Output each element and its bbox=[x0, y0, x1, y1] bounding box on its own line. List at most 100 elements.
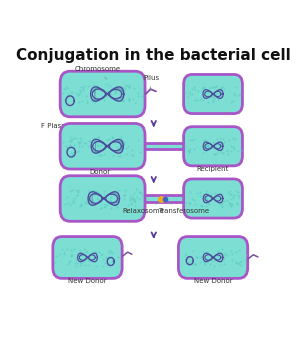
Point bbox=[189, 196, 194, 201]
Point bbox=[110, 152, 115, 157]
Point bbox=[76, 140, 81, 145]
Point bbox=[196, 88, 200, 94]
Point bbox=[81, 87, 86, 93]
Point bbox=[233, 259, 238, 264]
Point bbox=[68, 142, 73, 148]
Point bbox=[87, 258, 92, 263]
Point bbox=[120, 85, 125, 90]
Point bbox=[104, 92, 109, 97]
Point bbox=[53, 253, 58, 259]
Point bbox=[202, 257, 207, 263]
Point bbox=[132, 199, 136, 204]
Point bbox=[76, 189, 80, 194]
Point bbox=[117, 148, 122, 153]
Point bbox=[77, 256, 82, 261]
Point bbox=[62, 97, 67, 102]
Point bbox=[113, 88, 118, 93]
Point bbox=[71, 135, 76, 141]
Point bbox=[77, 143, 82, 149]
Point bbox=[213, 252, 218, 258]
Point bbox=[243, 252, 248, 258]
Point bbox=[210, 97, 215, 103]
Point bbox=[75, 260, 80, 266]
Point bbox=[61, 90, 66, 96]
Point bbox=[218, 139, 223, 144]
Point bbox=[70, 90, 75, 95]
Point bbox=[76, 91, 81, 96]
Point bbox=[215, 248, 220, 254]
Point bbox=[203, 193, 208, 198]
Point bbox=[206, 144, 210, 150]
Point bbox=[218, 192, 223, 198]
Point bbox=[120, 145, 125, 150]
Point bbox=[83, 255, 88, 261]
Point bbox=[203, 143, 208, 149]
Point bbox=[65, 261, 70, 267]
Point bbox=[203, 196, 208, 202]
Point bbox=[120, 140, 125, 145]
Point bbox=[113, 88, 118, 93]
Point bbox=[227, 200, 232, 206]
Point bbox=[101, 145, 106, 151]
Point bbox=[226, 151, 230, 157]
Point bbox=[82, 83, 87, 88]
Point bbox=[184, 199, 189, 205]
Point bbox=[98, 143, 103, 148]
Point bbox=[104, 93, 109, 98]
Point bbox=[135, 93, 140, 98]
Point bbox=[74, 90, 78, 96]
Point bbox=[139, 190, 144, 196]
Point bbox=[116, 254, 120, 259]
Point bbox=[101, 256, 106, 262]
Point bbox=[86, 143, 91, 149]
Point bbox=[68, 138, 73, 144]
Point bbox=[57, 251, 62, 256]
Point bbox=[205, 259, 209, 264]
Point bbox=[211, 139, 216, 144]
Point bbox=[78, 248, 82, 253]
Point bbox=[199, 95, 203, 101]
Point bbox=[112, 202, 117, 207]
Point bbox=[100, 251, 105, 257]
Point bbox=[221, 86, 226, 92]
Point bbox=[202, 85, 207, 90]
Text: New Donor: New Donor bbox=[194, 278, 232, 284]
FancyBboxPatch shape bbox=[60, 71, 145, 117]
Point bbox=[217, 87, 221, 93]
Point bbox=[220, 254, 225, 260]
Point bbox=[220, 200, 225, 206]
Point bbox=[213, 151, 218, 157]
Text: Conjugation in the bacterial cell: Conjugation in the bacterial cell bbox=[16, 48, 291, 63]
Point bbox=[124, 145, 128, 151]
Point bbox=[109, 248, 113, 254]
Point bbox=[79, 201, 84, 207]
Point bbox=[104, 142, 109, 148]
Point bbox=[92, 95, 97, 101]
Point bbox=[192, 147, 197, 152]
Point bbox=[65, 246, 70, 252]
Point bbox=[188, 137, 193, 142]
Point bbox=[119, 85, 124, 90]
Point bbox=[91, 198, 95, 204]
Point bbox=[206, 89, 211, 95]
Point bbox=[221, 261, 226, 267]
Point bbox=[237, 259, 242, 265]
Point bbox=[117, 95, 122, 100]
Point bbox=[206, 250, 211, 256]
Point bbox=[76, 149, 80, 154]
Point bbox=[136, 137, 140, 143]
Point bbox=[239, 258, 244, 263]
Point bbox=[229, 201, 234, 207]
Point bbox=[222, 255, 226, 260]
Point bbox=[237, 93, 242, 98]
Point bbox=[68, 253, 73, 259]
Point bbox=[205, 250, 210, 255]
Point bbox=[78, 252, 83, 258]
FancyBboxPatch shape bbox=[184, 179, 242, 218]
Point bbox=[132, 190, 136, 196]
Point bbox=[104, 82, 109, 87]
Point bbox=[211, 99, 215, 105]
Point bbox=[78, 140, 82, 145]
Point bbox=[126, 97, 131, 103]
Bar bbox=[145, 143, 184, 149]
